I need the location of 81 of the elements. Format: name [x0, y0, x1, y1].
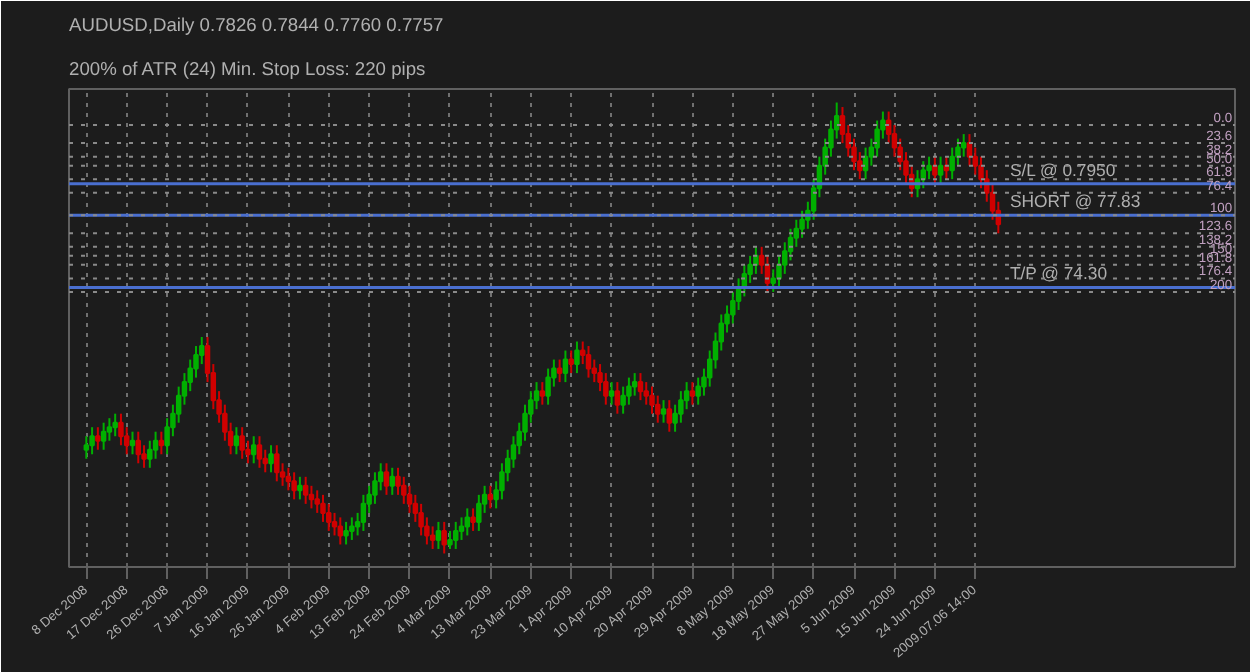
candlestick [239, 426, 245, 460]
ref-line-label: SHORT @ 77.83 [1009, 191, 1141, 212]
candlestick [100, 421, 107, 451]
candlestick [118, 412, 124, 447]
candlestick [112, 412, 118, 438]
candlestick [556, 358, 563, 384]
candlestick [487, 484, 494, 510]
candlestick [932, 155, 938, 185]
candlestick [614, 381, 621, 415]
candlestick [689, 381, 696, 406]
candlestick [256, 435, 263, 469]
candlestick [655, 394, 661, 424]
candlestick [383, 462, 390, 496]
candlestick [660, 399, 667, 424]
candlestick [447, 529, 453, 550]
candlestick [268, 444, 274, 474]
candlestick [695, 376, 701, 406]
candlestick [458, 516, 465, 541]
candlestick [949, 146, 955, 181]
candlestick [297, 475, 303, 501]
candlestick [585, 345, 592, 379]
candlestick [233, 426, 240, 456]
candlestick [285, 466, 292, 492]
candlestick [291, 471, 297, 501]
candlestick [539, 381, 546, 406]
candlestick [418, 502, 424, 537]
candlestick [83, 435, 90, 460]
candlestick [608, 381, 615, 406]
candlestick [441, 520, 447, 555]
candlestick [926, 155, 932, 181]
candlestick [453, 520, 459, 550]
ref-line-label: S/L @ 0.7950 [1009, 159, 1116, 180]
chart-title: AUDUSD,Daily 0.7826 0.7844 0.7760 0.7757 [69, 15, 444, 35]
candlestick [274, 444, 280, 483]
candlestick [401, 475, 407, 505]
candlestick [343, 520, 349, 546]
candlestick [147, 439, 153, 469]
candlestick [960, 133, 967, 158]
candlestick [360, 493, 367, 532]
candlestick [620, 385, 626, 415]
candlestick [562, 349, 569, 384]
candlestick [631, 372, 638, 397]
candlestick [331, 511, 338, 537]
candlestick [158, 430, 165, 456]
candlestick [406, 484, 413, 514]
candlestick [135, 430, 141, 465]
candlestick [937, 155, 944, 185]
candlestick [435, 520, 442, 550]
candlestick [349, 516, 355, 541]
candlestick [649, 385, 655, 415]
candlestick [666, 399, 673, 433]
candlestick [95, 426, 101, 451]
candlestick [637, 372, 644, 402]
candlestick [308, 484, 315, 510]
candlestick [106, 417, 113, 442]
chart-subtitle: 200% of ATR (24) Min. Stop Loss: 220 pips [69, 59, 427, 79]
candlestick [372, 471, 378, 505]
candlestick [574, 340, 580, 375]
candlestick [129, 430, 136, 456]
candlestick [678, 390, 684, 424]
candlestick [603, 372, 609, 406]
candlestick [874, 119, 880, 158]
candlestick [643, 381, 649, 406]
candlestick [476, 493, 482, 532]
candlestick [799, 209, 805, 239]
candlestick [337, 516, 344, 546]
candlestick [314, 489, 320, 514]
candlestick [395, 466, 401, 496]
candlestick [152, 430, 159, 460]
candlestick [302, 475, 309, 505]
candlestick [250, 435, 257, 465]
candlestick [626, 376, 632, 406]
candlestick [389, 466, 395, 496]
candlestick [429, 525, 436, 550]
candlestick [568, 349, 574, 375]
candlestick [320, 493, 326, 523]
candlestick [470, 507, 476, 532]
candlestick [464, 507, 471, 537]
candlestick [89, 426, 95, 456]
candlestick [545, 367, 551, 406]
candlestick [326, 502, 332, 532]
